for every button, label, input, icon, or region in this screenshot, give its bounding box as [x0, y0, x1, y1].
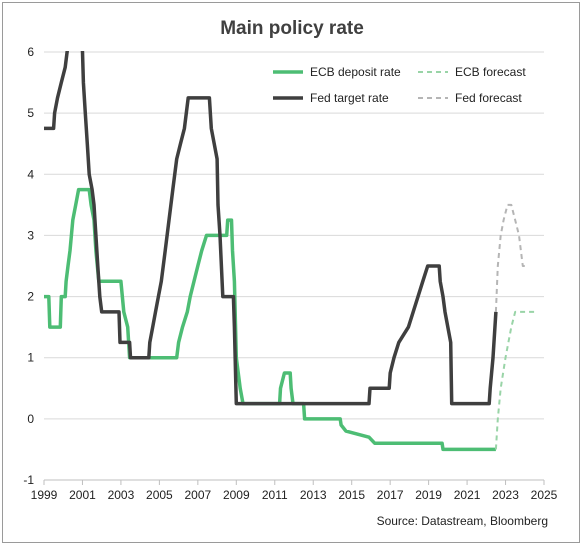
- x-tick-label: 2025: [531, 488, 558, 502]
- axes: -1 0 1 2 3 4 5 6 1999 2001 2003 2005 2007 2009 2011 201…: [23, 45, 557, 502]
- x-tick-label: 2019: [415, 488, 442, 502]
- legend-label: ECB deposit rate: [310, 65, 401, 79]
- legend-label: Fed forecast: [455, 91, 522, 105]
- y-tick-label: 5: [27, 106, 34, 120]
- series-line-fed-forecast: [494, 203, 527, 312]
- y-tick-label: 0: [27, 412, 34, 426]
- y-tick-label: 2: [27, 290, 34, 304]
- series-line-fed-target-rate: [44, 51, 498, 406]
- x-tick-label: 2009: [223, 488, 250, 502]
- x-tick-label: 2017: [377, 488, 404, 502]
- x-tick-label: 2003: [108, 488, 135, 502]
- y-tick-label: 1: [27, 351, 34, 365]
- chart-title: Main policy rate: [220, 18, 364, 39]
- series-lines: [44, 51, 535, 452]
- x-tick-label: 1999: [31, 488, 58, 502]
- y-tick-label: 3: [27, 228, 34, 242]
- x-tick-label: 2005: [146, 488, 173, 502]
- x-tick-label: 2001: [69, 488, 96, 502]
- x-tick-label: 2015: [338, 488, 365, 502]
- source-note: Source: Datastream, Bloomberg: [376, 514, 548, 528]
- x-tick-label: 2013: [300, 488, 327, 502]
- series-line-ecb-forecast: [494, 310, 535, 450]
- y-tick-label: 4: [27, 167, 34, 181]
- legend-label: ECB forecast: [455, 65, 526, 79]
- y-tick-label: -1: [23, 473, 34, 487]
- y-tick-label: 6: [27, 45, 34, 59]
- x-tick-label: 2023: [492, 488, 519, 502]
- legend-label: Fed target rate: [310, 91, 389, 105]
- x-tick-label: 2011: [262, 488, 288, 502]
- legend: ECB deposit rate ECB forecast Fed target r…: [273, 65, 526, 105]
- series-line-ecb-deposit-rate: [44, 187, 496, 452]
- x-tick-label: 2007: [184, 488, 211, 502]
- x-tick-label: 2021: [454, 488, 481, 502]
- gridlines: [44, 51, 544, 481]
